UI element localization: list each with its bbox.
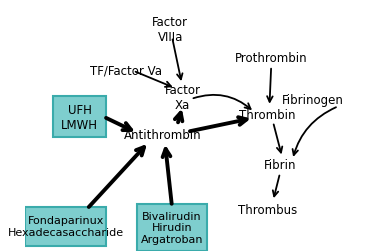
Text: Factor
VIIIa: Factor VIIIa [152,16,188,43]
Text: Bivalirudin
Hirudin
Argatroban: Bivalirudin Hirudin Argatroban [141,211,203,244]
Text: Thrombus: Thrombus [238,203,297,216]
Text: Fibrin: Fibrin [264,158,296,171]
Text: Thrombin: Thrombin [239,108,296,121]
Text: Factor
Xa: Factor Xa [165,83,201,111]
FancyBboxPatch shape [25,207,106,246]
FancyBboxPatch shape [138,204,206,251]
Text: Antithrombin: Antithrombin [124,128,202,141]
Text: TF/Factor Va: TF/Factor Va [90,65,163,77]
Text: Fondaparinux
Hexadecasaccharide: Fondaparinux Hexadecasaccharide [8,215,124,237]
Text: UFH
LMWH: UFH LMWH [61,103,98,131]
FancyBboxPatch shape [53,97,106,138]
Text: Prothrombin: Prothrombin [235,52,307,65]
Text: Fibrinogen: Fibrinogen [282,93,344,106]
